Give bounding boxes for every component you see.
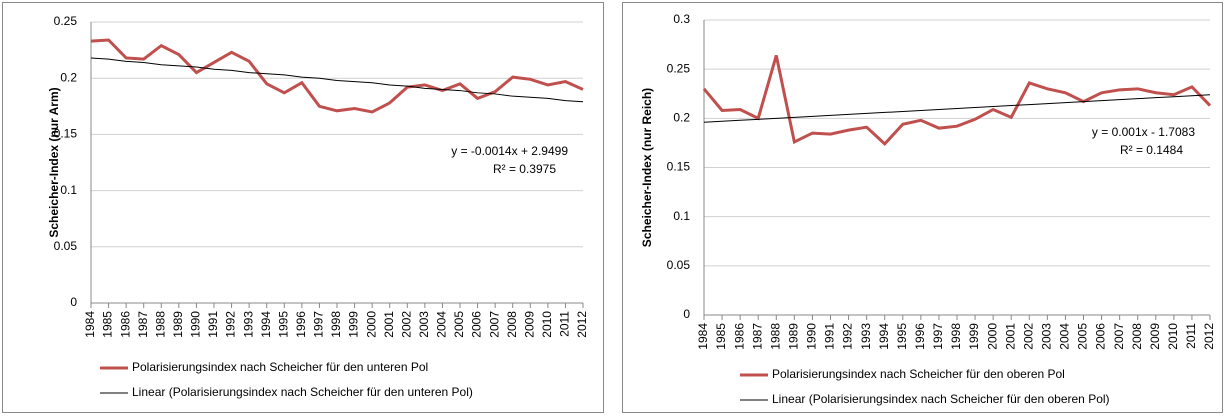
x-tick-label: 2010: [1166, 323, 1180, 350]
y-tick-label: 0.25: [667, 61, 691, 75]
y-tick-label: 0.1: [60, 183, 77, 197]
x-tick-label: 1990: [805, 323, 819, 350]
x-tick-label: 2012: [1202, 323, 1216, 350]
trend-annotation: R² = 0.3975: [493, 162, 556, 176]
trend-annotation: R² = 0.1484: [1120, 143, 1183, 157]
x-tick-label: 1986: [732, 323, 746, 350]
trend-annotation: y = 0.001x - 1.7083: [1092, 125, 1195, 139]
x-tick-label: 2003: [417, 311, 431, 338]
legend-label: Linear (Polarisierungsindex nach Scheich…: [132, 385, 473, 399]
x-tick-label: 2004: [1058, 323, 1072, 350]
x-tick-label: 1993: [859, 323, 873, 350]
chart-frame: [2, 2, 604, 413]
data-line: [90, 57, 584, 103]
trend-annotation: y = -0.0014x + 2.9499: [451, 144, 568, 158]
x-tick-label: 1988: [768, 323, 782, 350]
x-tick-label: 1989: [171, 311, 185, 338]
x-tick-label: 2004: [435, 311, 449, 338]
x-tick-label: 1997: [312, 311, 326, 338]
y-tick-label: 0.15: [667, 160, 691, 174]
legend-label: Polarisierungsindex nach Scheicher für d…: [132, 360, 428, 374]
x-tick-label: 2007: [487, 311, 501, 338]
y-tick-label: 0.15: [54, 127, 78, 141]
x-tick-label: 1996: [294, 311, 308, 338]
x-tick-label: 2009: [1148, 323, 1162, 350]
x-tick-label: 1998: [329, 311, 343, 338]
x-tick-label: 1999: [347, 311, 361, 338]
x-tick-label: 1996: [913, 323, 927, 350]
x-tick-label: 1984: [83, 311, 97, 338]
x-tick-label: 2006: [1094, 323, 1108, 350]
x-tick-label: 2006: [470, 311, 484, 338]
x-tick-label: 2010: [540, 311, 554, 338]
x-tick-label: 1986: [118, 311, 132, 338]
x-tick-label: 1984: [696, 323, 710, 350]
x-tick-label: 1993: [241, 311, 255, 338]
y-tick-label: 0.2: [60, 70, 77, 84]
x-tick-label: 1991: [206, 311, 220, 338]
x-tick-label: 2008: [1130, 323, 1144, 350]
x-tick-label: 1998: [949, 323, 963, 350]
data-line: [703, 94, 1211, 123]
x-tick-label: 2009: [522, 311, 536, 338]
x-tick-label: 2001: [1003, 323, 1017, 350]
x-tick-label: 1988: [153, 311, 167, 338]
x-tick-label: 1985: [714, 323, 728, 350]
x-tick-label: 1990: [189, 311, 203, 338]
x-tick-label: 2007: [1112, 323, 1126, 350]
x-tick-label: 1992: [841, 323, 855, 350]
x-tick-label: 1985: [101, 311, 115, 338]
y-tick-label: 0.2: [673, 111, 690, 125]
x-tick-label: 1999: [967, 323, 981, 350]
data-line: [702, 54, 1212, 147]
y-axis-label: Scheicher-Index (nur Reich): [640, 88, 654, 247]
x-tick-label: 2003: [1040, 323, 1054, 350]
x-tick-label: 1995: [276, 311, 290, 338]
x-tick-label: 1991: [823, 323, 837, 350]
x-tick-label: 1989: [787, 323, 801, 350]
y-tick-label: 0.3: [673, 12, 690, 26]
y-tick-label: 0: [683, 307, 690, 321]
x-tick-label: 2005: [1076, 323, 1090, 350]
legend-label: Polarisierungsindex nach Scheicher für d…: [772, 367, 1065, 381]
y-tick-label: 0.25: [54, 14, 78, 28]
legend-label: Linear (Polarisierungsindex nach Scheich…: [772, 392, 1110, 406]
x-tick-label: 1997: [931, 323, 945, 350]
y-tick-label: 0.1: [673, 209, 690, 223]
chart-frame: [622, 2, 1223, 413]
data-line: [90, 38, 584, 114]
x-tick-label: 1987: [136, 311, 150, 338]
x-tick-label: 2001: [382, 311, 396, 338]
x-tick-label: 2002: [399, 311, 413, 338]
x-tick-label: 1992: [224, 311, 238, 338]
x-tick-label: 2000: [364, 311, 378, 338]
x-tick-label: 1994: [877, 323, 891, 350]
x-tick-label: 2011: [558, 311, 572, 337]
y-tick-label: 0.05: [54, 239, 78, 253]
x-tick-label: 2011: [1184, 323, 1198, 349]
x-tick-label: 2000: [985, 323, 999, 350]
x-tick-label: 2008: [505, 311, 519, 338]
x-tick-label: 1987: [750, 323, 764, 350]
x-tick-label: 2002: [1021, 323, 1035, 350]
x-tick-label: 2012: [575, 311, 589, 338]
x-tick-label: 1994: [259, 311, 273, 338]
x-tick-label: 2005: [452, 311, 466, 338]
y-tick-label: 0.05: [667, 258, 691, 272]
y-tick-label: 0: [70, 295, 77, 309]
x-tick-label: 1995: [895, 323, 909, 350]
y-axis-label: Scheicher-Index (nur Arm): [47, 87, 61, 237]
